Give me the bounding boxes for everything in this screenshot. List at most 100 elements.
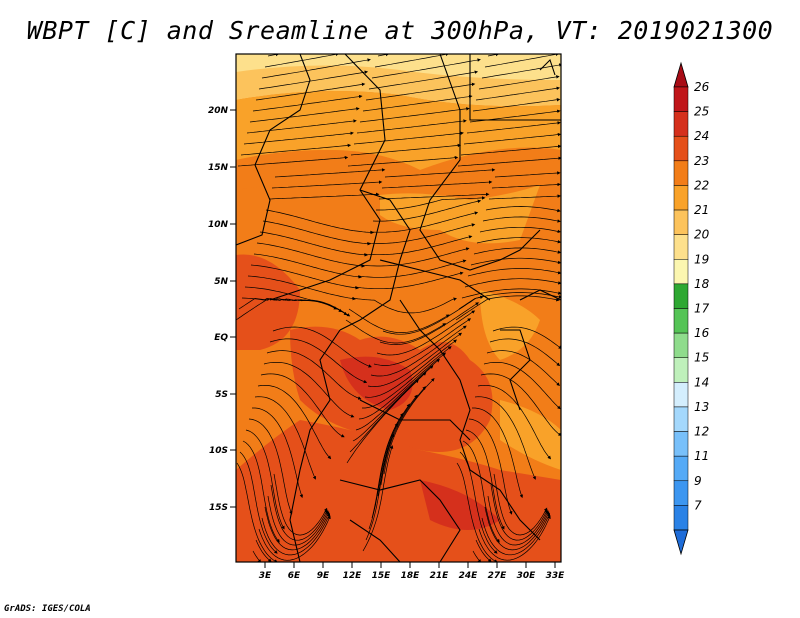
streamline bbox=[369, 211, 479, 233]
colorbar-label: 23 bbox=[694, 154, 709, 168]
streamline bbox=[265, 209, 374, 235]
streamline bbox=[478, 75, 560, 90]
streamline bbox=[455, 295, 560, 321]
streamline bbox=[457, 156, 561, 167]
map-title: WBPT [C] and Sreamline at 300hPa, VT: 20… bbox=[26, 16, 774, 45]
streamline bbox=[371, 58, 481, 79]
streamline bbox=[465, 429, 505, 530]
streamline bbox=[481, 63, 561, 79]
streamline bbox=[258, 70, 369, 90]
streamline bbox=[480, 373, 561, 437]
streamline bbox=[472, 97, 561, 112]
streamline bbox=[463, 132, 561, 145]
streamline bbox=[272, 326, 372, 368]
plot-frame bbox=[235, 53, 562, 563]
colorbar-segment bbox=[673, 111, 689, 137]
streamline bbox=[267, 495, 329, 546]
streamline bbox=[466, 121, 561, 134]
streamline bbox=[264, 54, 340, 68]
streamline bbox=[475, 86, 561, 101]
streamline bbox=[355, 358, 440, 431]
streamline bbox=[467, 268, 561, 277]
streamline bbox=[351, 297, 457, 314]
streamline bbox=[370, 325, 467, 377]
streamline bbox=[264, 506, 330, 551]
streamline bbox=[493, 473, 548, 536]
latitude-axis: 20N 15N 10N 5N EQ 5S 10S 15S bbox=[208, 106, 236, 513]
streamline bbox=[368, 70, 479, 90]
streamline bbox=[249, 107, 360, 123]
longitude-label: 30E bbox=[517, 571, 537, 581]
colorbar-segment bbox=[673, 406, 689, 432]
colorbar-label: 19 bbox=[694, 252, 709, 266]
streamline bbox=[494, 171, 561, 178]
streamline bbox=[252, 407, 304, 499]
streamline bbox=[273, 473, 328, 536]
streamline bbox=[353, 131, 464, 145]
streamline bbox=[356, 119, 467, 134]
streamline bbox=[236, 462, 278, 562]
streamline bbox=[456, 462, 498, 562]
streamline bbox=[346, 379, 419, 464]
streamline bbox=[365, 82, 476, 101]
streamline bbox=[382, 295, 484, 335]
streamline bbox=[383, 378, 435, 475]
latitude-label: 10N bbox=[208, 220, 229, 230]
streamline bbox=[268, 192, 380, 200]
streamline bbox=[486, 350, 560, 386]
country-boundaries bbox=[236, 54, 561, 562]
streamline bbox=[240, 143, 352, 156]
grads-credit: GrADS: IGES/COLA bbox=[4, 604, 91, 614]
colorbar-label: 9 bbox=[694, 474, 702, 488]
streamline bbox=[489, 338, 561, 367]
colorbar-segment bbox=[673, 505, 689, 531]
streamline bbox=[464, 278, 561, 288]
longitude-label: 24E bbox=[459, 571, 479, 581]
streamline bbox=[376, 310, 476, 356]
streamline bbox=[479, 226, 561, 234]
colorbar-segment bbox=[673, 382, 689, 408]
streamline bbox=[252, 550, 262, 562]
streamline bbox=[274, 168, 386, 178]
streamline bbox=[472, 407, 523, 499]
streamline bbox=[261, 513, 331, 556]
streamline bbox=[252, 94, 363, 112]
colorbar-label: 11 bbox=[694, 449, 709, 463]
longitude-axis: 3E 6E 9E 12E 15E 18E 21E 24E 27E 30E 33E bbox=[259, 562, 565, 581]
colorbar-label: 22 bbox=[694, 178, 709, 192]
streamline bbox=[347, 155, 459, 167]
streamline bbox=[367, 332, 463, 387]
colorbar-segment bbox=[673, 160, 689, 186]
streamline bbox=[352, 365, 434, 442]
streamline bbox=[468, 418, 513, 515]
streamline bbox=[350, 143, 462, 156]
latitude-label: 10S bbox=[209, 446, 228, 456]
longitude-label: 6E bbox=[288, 571, 301, 581]
streamline bbox=[263, 361, 355, 418]
streamline bbox=[345, 319, 447, 344]
streamline bbox=[462, 440, 500, 543]
streamline bbox=[482, 216, 561, 223]
colorbar-segment bbox=[673, 357, 689, 383]
streamline bbox=[270, 484, 328, 541]
streamline bbox=[266, 350, 362, 400]
streamline bbox=[359, 107, 470, 123]
streamline bbox=[475, 539, 492, 562]
streamline bbox=[363, 235, 473, 256]
streamline bbox=[358, 352, 447, 420]
streamline bbox=[490, 484, 548, 541]
longitude-label: 18E bbox=[401, 571, 421, 581]
colorbar-min-arrow bbox=[673, 529, 689, 556]
streamline bbox=[239, 451, 278, 554]
streamline bbox=[365, 433, 395, 541]
streamline bbox=[381, 180, 493, 189]
streamline bbox=[242, 440, 280, 543]
streamline bbox=[262, 220, 371, 246]
streamline bbox=[257, 384, 332, 460]
streamline bbox=[372, 199, 482, 222]
streamline bbox=[236, 298, 338, 321]
colorbar-label: 26 bbox=[694, 80, 710, 94]
streamline bbox=[484, 54, 560, 68]
streamline bbox=[472, 550, 482, 562]
colorbar-segment bbox=[673, 431, 689, 457]
